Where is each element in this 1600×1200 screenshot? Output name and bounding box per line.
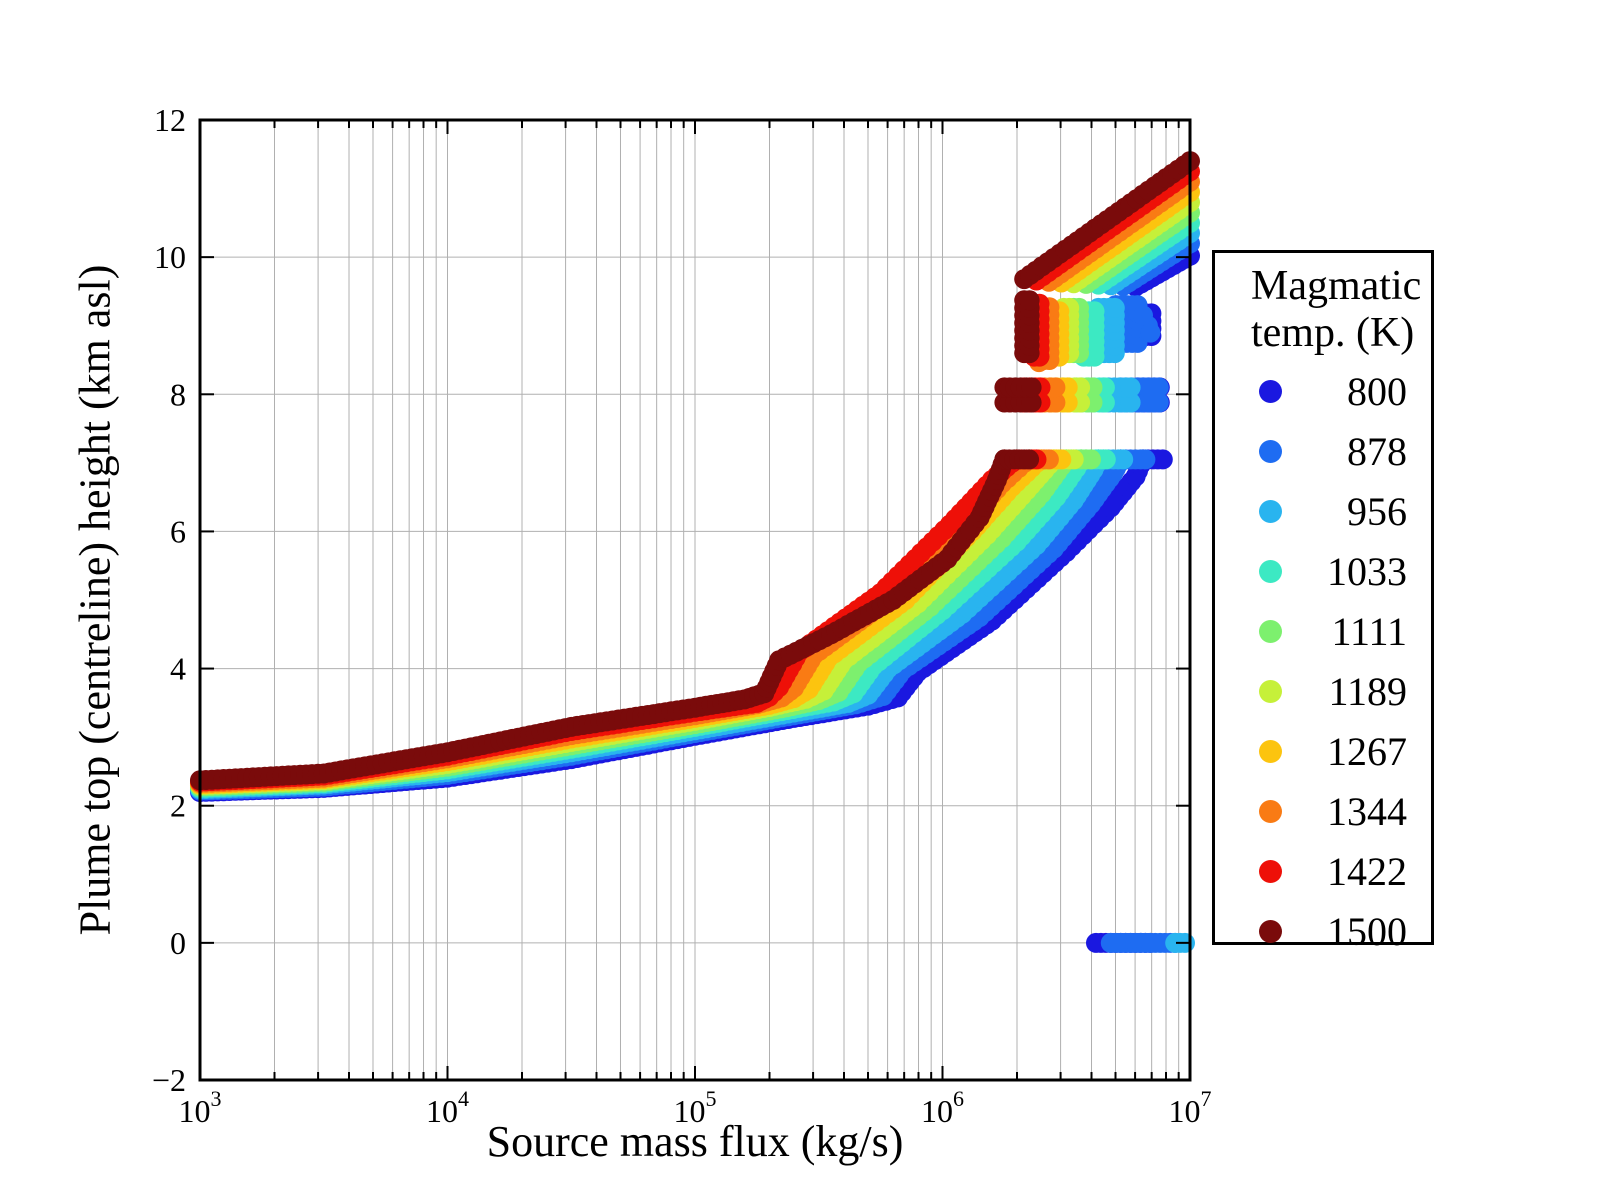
legend-entry-1344: 1344 [1215, 781, 1431, 841]
y-tick-label: 10 [154, 239, 186, 275]
y-tick-label: 6 [170, 513, 186, 549]
legend-marker-icon [1259, 379, 1282, 403]
scatter-series [190, 151, 1200, 953]
legend-title: Magmatic temp. (K) [1215, 253, 1431, 361]
legend-title-line1: Magmatic [1251, 263, 1422, 309]
y-tick-label: 4 [170, 651, 186, 687]
legend-entry-1422: 1422 [1215, 841, 1431, 901]
legend-entry-label: 800 [1347, 368, 1407, 414]
legend-entry-1033: 1033 [1215, 541, 1431, 601]
legend: Magmatic temp. (K) 800 878 956 1033 1111 1189… [1212, 250, 1434, 954]
legend-marker-icon [1259, 499, 1282, 523]
legend-entry-label: 878 [1347, 428, 1407, 474]
legend-entry-1267: 1267 [1215, 721, 1431, 781]
legend-title-line2: temp. (K) [1251, 310, 1415, 356]
y-tick-label: 0 [170, 925, 186, 961]
legend-entry-label: 1111 [1331, 608, 1407, 654]
x-axis-label: Source mass flux (kg/s) [486, 1117, 904, 1166]
legend-entry-label: 1267 [1327, 728, 1407, 774]
y-tick-label: 8 [170, 376, 186, 412]
legend-marker-icon [1259, 799, 1282, 823]
legend-marker-icon [1259, 919, 1282, 943]
legend-marker-icon [1259, 679, 1282, 703]
legend-marker-icon [1259, 859, 1282, 883]
legend-entry-label: 1422 [1327, 848, 1407, 894]
y-axis-label: Plume top (centreline) height (km asl) [70, 264, 120, 936]
legend-entry-800: 800 [1215, 361, 1431, 421]
legend-entry-label: 956 [1347, 488, 1407, 534]
legend-entry-label: 1033 [1327, 548, 1407, 594]
legend-entry-label: 1189 [1328, 668, 1407, 714]
legend-marker-icon [1259, 439, 1282, 463]
legend-entries: 800 878 956 1033 1111 1189 1267 1344 1422 1500 [1215, 361, 1431, 961]
legend-entry-878: 878 [1215, 421, 1431, 481]
legend-marker-icon [1259, 619, 1282, 643]
y-tick-label: −2 [152, 1062, 186, 1098]
legend-entry-label: 1344 [1327, 788, 1407, 834]
series-1500 [190, 151, 1200, 791]
plot-frame [198, 118, 1192, 1082]
legend-marker-icon [1259, 559, 1282, 583]
legend-entry-1111: 1111 [1215, 601, 1431, 661]
legend-marker-icon [1259, 739, 1282, 763]
legend-entry-1500: 1500 [1215, 901, 1431, 961]
legend-entry-1189: 1189 [1215, 661, 1431, 721]
y-tick-label: 12 [154, 102, 186, 138]
y-tick-label: 2 [170, 788, 186, 824]
legend-entry-956: 956 [1215, 481, 1431, 541]
legend-entry-label: 1500 [1327, 908, 1407, 954]
